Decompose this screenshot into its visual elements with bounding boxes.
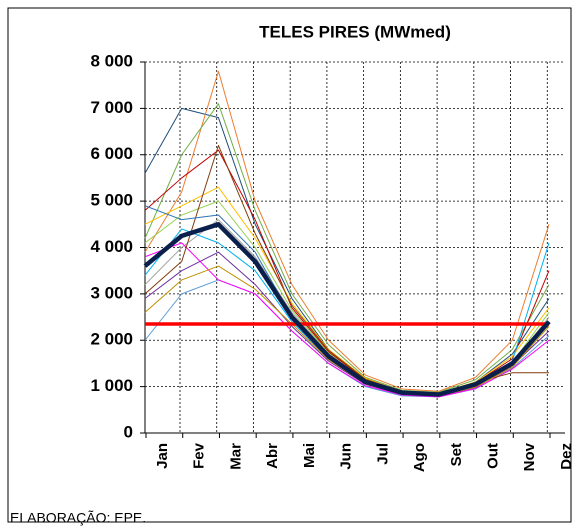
x-tick-label: Mar: [227, 443, 244, 470]
chart-frame: [7, 7, 572, 523]
x-tick-label: Abr: [264, 443, 281, 469]
y-tick-label: 0: [124, 422, 133, 441]
y-tick-label: 2 000: [90, 330, 133, 349]
series-line: [144, 186, 550, 394]
series-line: [144, 144, 549, 395]
x-tick-label: Set: [448, 443, 465, 466]
series-line: [144, 70, 550, 392]
x-tick-label: Ago: [411, 443, 428, 472]
series-line: [143, 222, 551, 397]
chart-title: TELES PIRES (MWmed): [259, 22, 451, 41]
x-tick-label: Jul: [374, 443, 391, 465]
y-tick-label: 3 000: [90, 283, 133, 302]
series-line: [144, 242, 550, 398]
series-line: [144, 107, 550, 395]
footer: ELABORAÇÃO: EPE.: [10, 510, 146, 526]
y-tick-label: 7 000: [90, 98, 133, 117]
y-tick-label: 8 000: [90, 51, 133, 70]
x-tick-label: Nov: [521, 442, 538, 471]
y-tick-label: 5 000: [90, 191, 133, 210]
x-tick-label: Jan: [154, 443, 171, 469]
x-tick-label: Out: [485, 443, 502, 469]
series-line: [144, 103, 550, 393]
x-tick-label: Jun: [338, 443, 355, 470]
x-tick-label: Dez: [558, 443, 575, 470]
y-tick-label: 4 000: [90, 237, 133, 256]
y-tick-label: 6 000: [90, 144, 133, 163]
x-tick-label: Mai: [301, 443, 318, 468]
y-tick-label: 1 000: [90, 376, 133, 395]
x-tick-label: Fev: [191, 442, 208, 469]
